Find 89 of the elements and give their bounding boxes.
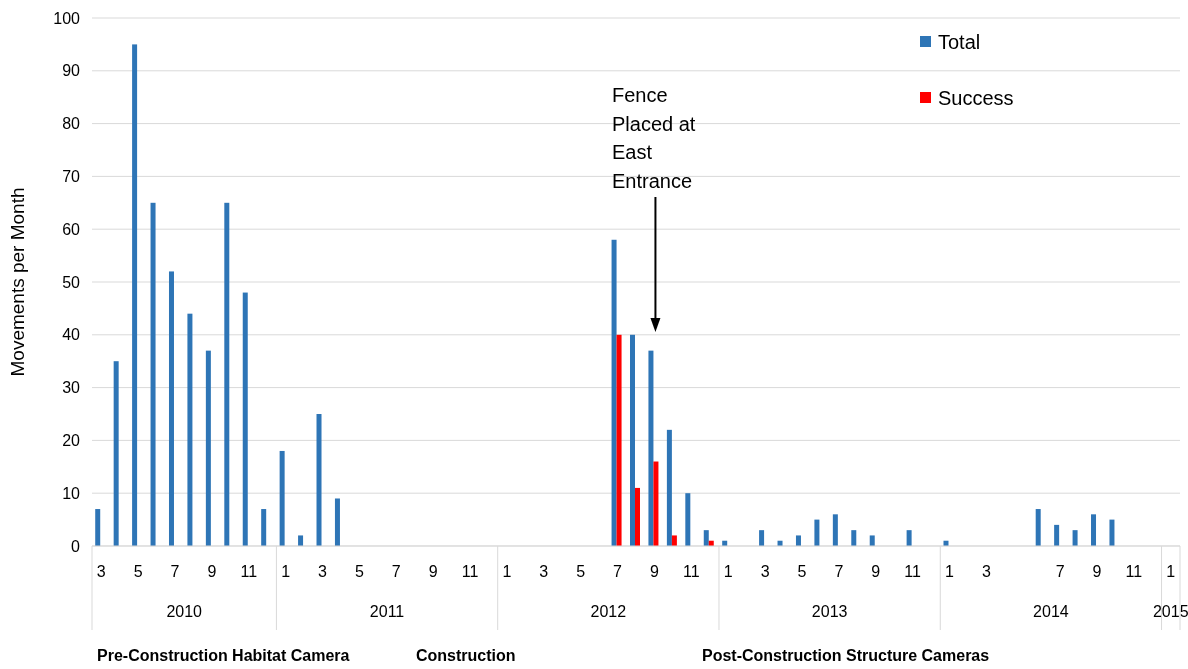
y-tick-label: 80 — [62, 115, 81, 133]
x-tick-label: 11 — [683, 563, 700, 580]
x-tick-label: 9 — [1092, 563, 1102, 580]
y-tick-label: 10 — [62, 484, 81, 502]
annotation: Fence Placed at East Entrance — [612, 84, 696, 192]
x-tick-label: 3 — [539, 563, 549, 580]
y-tick-label: 30 — [62, 379, 81, 397]
text: 2014 — [1033, 603, 1069, 620]
x-tick-label: 7 — [613, 563, 623, 580]
bar — [113, 361, 119, 546]
y-tick-label: 70 — [62, 168, 81, 185]
bar — [795, 535, 801, 546]
bar — [316, 414, 322, 546]
bar — [1091, 514, 1097, 546]
text: 2012 — [590, 603, 627, 620]
y-tick-label: 0 — [71, 537, 81, 555]
bar — [832, 514, 838, 546]
y-tick-label: 40 — [62, 326, 81, 344]
bar — [334, 498, 340, 546]
x-tick-label: 3 — [760, 563, 770, 580]
x-tick-label: 5 — [133, 563, 143, 580]
x-tick-label: 3 — [981, 563, 991, 580]
text: 2015 — [1152, 603, 1188, 620]
x-tick-label: 1 — [502, 563, 512, 580]
x-tick-label: 5 — [797, 563, 807, 580]
x-tick-label: 5 — [354, 563, 364, 580]
bar — [261, 509, 267, 546]
bar — [611, 239, 617, 546]
x-tick-label: 9 — [428, 563, 438, 580]
bar — [1035, 509, 1041, 546]
bar — [630, 334, 635, 546]
text: 2013 — [811, 603, 848, 620]
y-tick-label: 90 — [62, 62, 81, 80]
bar — [242, 292, 248, 546]
y-tick-label: 50 — [62, 273, 81, 291]
x-tick-label: 1 — [723, 563, 733, 580]
y-axis-title: Movements per Month — [7, 187, 28, 377]
text: Pre-Construction Habitat Camera — [97, 647, 350, 664]
x-tick-label: 11 — [1125, 563, 1143, 580]
x-tick-label: 11 — [904, 563, 922, 580]
bar — [685, 493, 691, 546]
bar — [906, 530, 912, 546]
bar — [224, 202, 230, 546]
bar — [616, 334, 622, 546]
legend-label: Success — [938, 87, 1014, 109]
x-tick-label: 1 — [281, 563, 291, 580]
x-tick-label: 1 — [945, 563, 955, 580]
x-tick-label: 5 — [576, 563, 586, 580]
text: 2010 — [166, 603, 203, 620]
bar — [150, 202, 156, 546]
bar — [703, 530, 709, 546]
bar — [635, 487, 640, 546]
x-tick-label: 7 — [391, 563, 401, 580]
x-tick-label: 11 — [461, 563, 479, 580]
text: Construction — [416, 647, 516, 664]
bar — [851, 530, 857, 546]
x-tick-label: 3 — [318, 563, 328, 580]
text: Post-Construction Structure Cameras — [702, 647, 990, 664]
bar — [666, 429, 672, 546]
bar — [298, 535, 304, 546]
bar — [759, 530, 765, 546]
x-tick-label: 7 — [1055, 563, 1065, 580]
x-tick-label: 3 — [96, 563, 106, 580]
x-tick-label: 7 — [834, 563, 844, 580]
x-tick-label: 1 — [1166, 563, 1176, 580]
bar — [132, 44, 138, 546]
bar — [671, 535, 677, 546]
y-tick-label: 100 — [53, 9, 81, 27]
x-tick-label: 9 — [871, 563, 881, 580]
x-tick-label: 7 — [170, 563, 180, 580]
bar — [205, 350, 211, 546]
y-tick-label: 60 — [62, 220, 81, 238]
bar — [814, 519, 820, 546]
y-tick-label: 20 — [62, 432, 81, 449]
bar — [1054, 524, 1060, 546]
bar — [168, 271, 174, 546]
bar — [187, 313, 193, 546]
legend-label: Total — [938, 31, 981, 53]
x-tick-label: 11 — [240, 563, 258, 580]
bar — [869, 535, 875, 546]
bar — [1109, 519, 1115, 546]
text: 2011 — [369, 603, 405, 620]
bar — [95, 509, 101, 546]
x-tick-label: 9 — [207, 563, 217, 580]
bar — [648, 350, 654, 546]
bar — [1072, 530, 1078, 546]
bar — [653, 461, 659, 546]
bar — [279, 450, 285, 546]
x-tick-label: 9 — [649, 563, 659, 580]
